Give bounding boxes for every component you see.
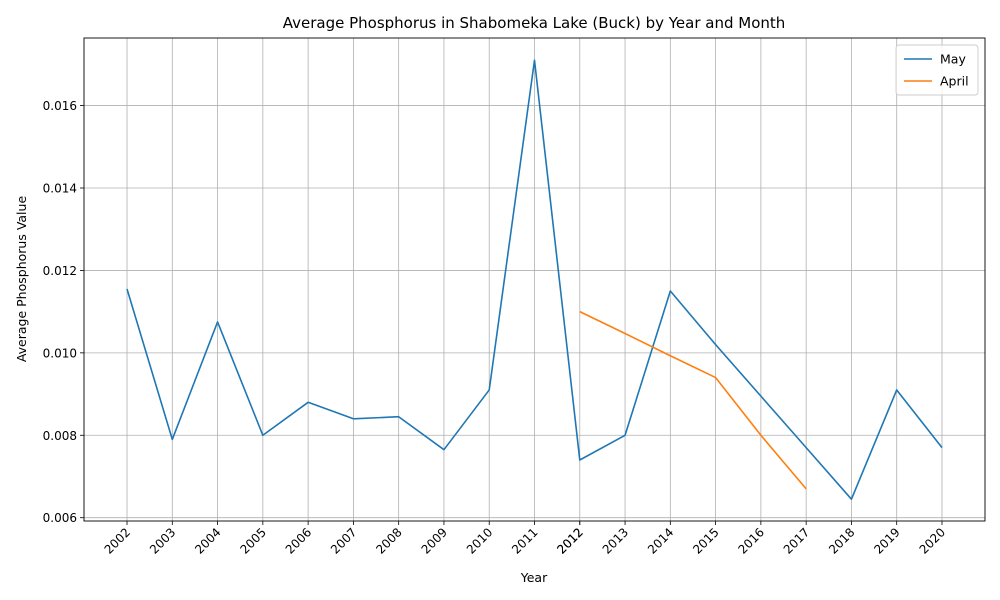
y-axis: 0.006 0.008 0.010 0.012 0.014 0.016 [43,99,84,525]
series-layer [126,59,943,500]
legend-label: April [940,74,969,89]
chart-title: Average Phosphorus in Shabomeka Lake (Bu… [283,14,786,32]
legend-label: May [940,52,966,67]
grid-lines [84,38,985,521]
y-axis-label: Average Phosphorus Value [14,196,29,363]
y-tick-label: 0.006 [43,511,77,525]
series-line-may [126,59,943,500]
series-line-april [579,310,807,490]
y-tick-label: 0.008 [43,429,77,443]
legend: May April [895,44,979,96]
x-axis-label: Year [520,570,548,585]
y-tick-label: 0.010 [43,346,77,360]
y-tick-label: 0.014 [43,182,77,196]
y-tick-label: 0.016 [43,99,77,113]
y-tick-label: 0.012 [43,264,77,278]
legend-box [895,44,979,96]
